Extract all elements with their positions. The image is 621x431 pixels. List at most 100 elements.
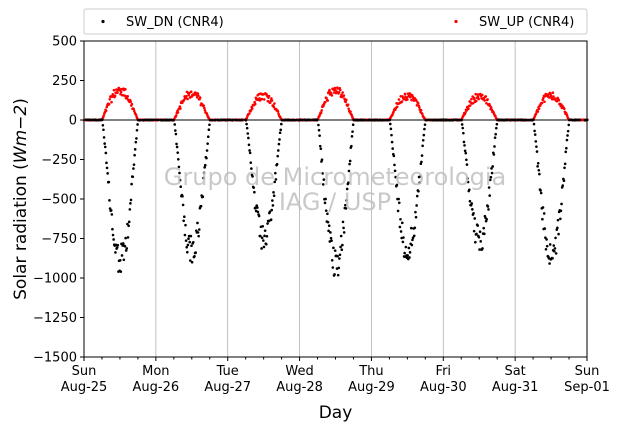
sw-dn-point — [188, 240, 191, 244]
sw-dn-point — [563, 162, 567, 166]
sw-dn-point — [138, 118, 142, 122]
sw-up-point — [337, 90, 341, 94]
sw-dn-point — [211, 118, 214, 122]
sw-up-point — [262, 98, 266, 101]
sw-dn-point — [548, 262, 551, 265]
sw-dn-point — [265, 235, 269, 238]
sw-dn-point — [534, 140, 538, 143]
sw-dn-point — [174, 129, 177, 132]
sw-dn-point — [339, 245, 342, 249]
sw-dn-point — [112, 238, 115, 241]
sw-dn-point — [487, 186, 491, 189]
sw-dn-point — [124, 249, 128, 252]
sw-dn-point — [109, 209, 113, 212]
sw-dn-point — [308, 118, 312, 122]
sw-dn-point — [396, 209, 400, 213]
sw-dn-point — [214, 118, 217, 122]
sw-up-point — [330, 92, 333, 95]
sw-dn-point — [119, 270, 123, 273]
y-axis: 500 250 0 −250 −500 −750 −1000 −1250 −1500 — [33, 35, 84, 366]
sw-dn-point — [103, 145, 107, 149]
x-axis: SunAug-25MonAug-26TueAug-27WedAug-28ThuA… — [61, 357, 610, 395]
sw-dn-point — [274, 178, 278, 181]
sw-dn-point — [275, 162, 279, 166]
sw-up-point — [110, 100, 113, 104]
sw-dn-point — [539, 189, 542, 192]
sw-dn-point — [477, 235, 481, 239]
sw-dn-point — [578, 118, 582, 122]
sw-dn-point — [417, 190, 420, 193]
sw-dn-point — [134, 140, 138, 144]
sw-up-point — [174, 114, 178, 117]
sw-dn-point — [177, 157, 180, 161]
sw-dn-point — [271, 204, 275, 207]
sw-dn-point — [184, 239, 188, 242]
sw-dn-point — [320, 158, 324, 162]
sw-up-point — [276, 110, 280, 113]
sw-dn-point — [249, 161, 253, 164]
sw-dn-point — [247, 136, 250, 140]
sw-dn-point — [265, 242, 268, 246]
sw-dn-point — [413, 226, 417, 230]
sw-dn-point — [182, 219, 185, 223]
sw-dn-point — [399, 230, 403, 233]
sw-dn-point — [486, 205, 490, 208]
sw-dn-point — [108, 199, 111, 202]
sw-dn-point — [116, 243, 120, 247]
sw-up-point — [400, 100, 404, 103]
sw-up-point — [540, 101, 544, 105]
sw-dn-point — [472, 211, 475, 215]
sw-dn-point — [388, 122, 392, 126]
sw-dn-point — [554, 236, 557, 240]
sw-dn-point — [315, 118, 319, 122]
sw-up-point — [253, 100, 256, 104]
sw-dn-point — [422, 133, 426, 137]
sw-dn-point — [407, 246, 411, 250]
sw-dn-point — [569, 118, 572, 122]
sw-up-point — [335, 90, 339, 94]
sw-dn-point — [125, 247, 129, 250]
sw-dn-point — [471, 208, 474, 211]
sw-dn-point — [189, 234, 193, 238]
sw-dn-point — [538, 172, 541, 176]
y-tick-label: −1000 — [33, 272, 77, 287]
sw-up-point — [349, 110, 352, 113]
sw-dn-point — [410, 243, 414, 247]
sw-dn-point — [247, 143, 251, 147]
sw-dn-point — [179, 185, 183, 189]
sw-dn-point — [351, 130, 354, 133]
sw-dn-point — [276, 154, 280, 158]
sw-dn-point — [129, 198, 133, 202]
sw-up-point — [250, 107, 254, 110]
sw-dn-point — [493, 136, 497, 139]
watermark-line-2: IAG / USP — [279, 188, 391, 216]
sw-dn-point — [266, 222, 269, 225]
sw-dn-point — [395, 183, 399, 187]
sw-up-point — [277, 112, 280, 116]
sw-dn-point — [415, 204, 418, 207]
sw-dn-point — [248, 149, 251, 152]
sw-dn-point — [536, 161, 540, 165]
sw-dn-point — [252, 186, 256, 189]
sw-dn-point — [337, 266, 341, 270]
sw-dn-point — [566, 129, 570, 133]
sw-dn-point — [393, 163, 396, 167]
sw-dn-point — [327, 229, 330, 233]
sw-up-point — [328, 88, 331, 92]
sw-dn-point — [463, 144, 466, 147]
sw-dn-point — [107, 180, 111, 184]
sw-dn-point — [241, 118, 244, 122]
sw-up-point — [477, 97, 480, 101]
sw-dn-point — [280, 122, 283, 126]
x-tick-label-date: Aug-29 — [348, 380, 395, 395]
sw-dn-point — [330, 239, 333, 242]
sw-dn-point — [135, 128, 139, 132]
sw-up-point — [273, 102, 276, 105]
sw-dn-point — [330, 258, 334, 262]
sw-dn-point — [341, 220, 345, 224]
sw-dn-point — [324, 197, 327, 201]
sw-dn-point — [260, 247, 263, 250]
sw-dn-point — [414, 215, 418, 219]
sw-dn-point — [321, 172, 324, 175]
